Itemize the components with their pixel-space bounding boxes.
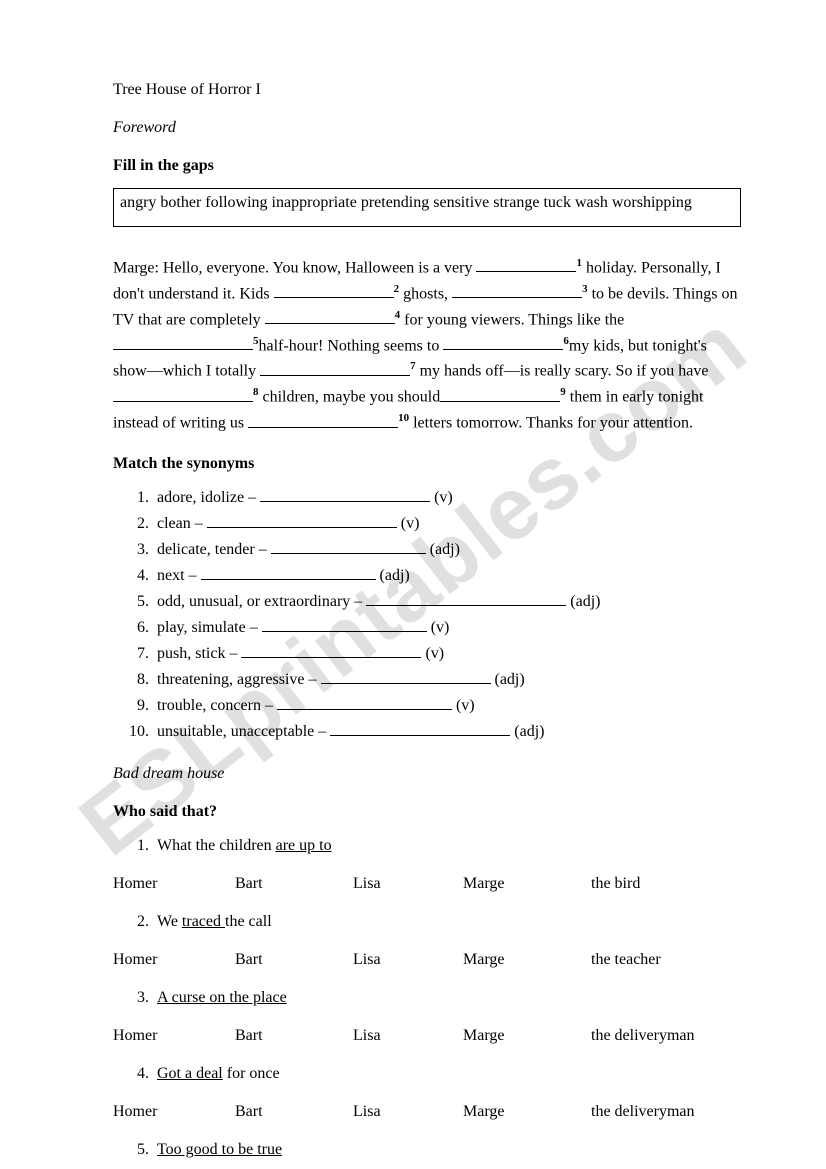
synonym-item: trouble, concern – (v) [153, 694, 741, 718]
gap-number: 1 [576, 257, 582, 269]
bad-dream-subhead: Bad dream house [113, 762, 741, 786]
answer-option[interactable]: Homer [113, 948, 235, 972]
gap-blank[interactable] [248, 412, 398, 428]
answer-option[interactable]: Lisa [353, 1100, 463, 1124]
fill-gaps-head: Fill in the gaps [113, 154, 741, 178]
gap-number: 4 [395, 309, 401, 321]
answer-option[interactable]: the bird [591, 872, 640, 896]
gap-number: 6 [563, 335, 569, 347]
gap-blank[interactable] [476, 256, 576, 272]
gap-number: 7 [410, 360, 416, 372]
gap-blank[interactable] [274, 282, 394, 298]
synonym-blank[interactable] [207, 512, 397, 528]
question-underline: A curse on the place [157, 989, 287, 1006]
synonym-item: odd, unusual, or extraordinary – (adj) [153, 590, 741, 614]
synonym-list: adore, idolize – (v)clean – (v)delicate,… [113, 486, 741, 744]
answer-option[interactable]: the deliveryman [591, 1024, 695, 1048]
gap-number: 9 [560, 386, 566, 398]
gap-passage: Marge: Hello, everyone. You know, Hallow… [113, 255, 741, 436]
question-underline: traced [182, 913, 225, 930]
question-item: Got a deal for once [153, 1062, 741, 1086]
synonym-blank[interactable] [271, 538, 426, 554]
answer-option[interactable]: Homer [113, 1100, 235, 1124]
answer-option[interactable]: Marge [463, 1024, 591, 1048]
answer-option[interactable]: Marge [463, 1100, 591, 1124]
synonym-item: unsuitable, unacceptable – (adj) [153, 720, 741, 744]
gap-blank[interactable] [452, 282, 582, 298]
question-underline: Got a deal [157, 1065, 223, 1082]
answer-option[interactable]: Lisa [353, 948, 463, 972]
synonym-blank[interactable] [277, 694, 452, 710]
answer-option[interactable]: Marge [463, 872, 591, 896]
synonym-blank[interactable] [241, 642, 421, 658]
gap-blank[interactable] [113, 334, 253, 350]
gap-number: 2 [394, 283, 400, 295]
synonym-item: play, simulate – (v) [153, 616, 741, 640]
synonym-blank[interactable] [201, 564, 376, 580]
gap-number: 10 [398, 412, 409, 424]
question-block: What the children are up toHomerBartLisa… [113, 834, 741, 1162]
gap-blank[interactable] [440, 386, 560, 402]
question-item: A curse on the place [153, 986, 741, 1010]
synonym-blank[interactable] [262, 616, 427, 632]
answer-choices: HomerBartLisaMargethe bird [113, 872, 741, 896]
answer-option[interactable]: Homer [113, 872, 235, 896]
gap-number: 3 [582, 283, 588, 295]
synonym-blank[interactable] [321, 668, 491, 684]
synonym-item: threatening, aggressive – (adj) [153, 668, 741, 692]
gap-blank[interactable] [113, 386, 253, 402]
answer-option[interactable]: Marge [463, 948, 591, 972]
answer-option[interactable]: Homer [113, 1024, 235, 1048]
synonym-blank[interactable] [366, 590, 566, 606]
foreword-label: Foreword [113, 116, 741, 140]
question-item: We traced the call [153, 910, 741, 934]
answer-option[interactable]: Bart [235, 1024, 353, 1048]
answer-option[interactable]: Bart [235, 1100, 353, 1124]
answer-option[interactable]: the deliveryman [591, 1100, 695, 1124]
answer-option[interactable]: Bart [235, 948, 353, 972]
gap-number: 5 [253, 335, 259, 347]
question-underline: are up to [276, 837, 332, 854]
synonym-blank[interactable] [330, 720, 510, 736]
question-item: What the children are up to [153, 834, 741, 858]
synonym-blank[interactable] [260, 486, 430, 502]
answer-option[interactable]: Lisa [353, 872, 463, 896]
doc-title: Tree House of Horror I [113, 78, 741, 102]
synonym-item: adore, idolize – (v) [153, 486, 741, 510]
synonym-item: delicate, tender – (adj) [153, 538, 741, 562]
synonym-item: next – (adj) [153, 564, 741, 588]
answer-choices: HomerBartLisaMargethe deliveryman [113, 1100, 741, 1124]
who-said-head: Who said that? [113, 800, 741, 824]
gap-blank[interactable] [260, 360, 410, 376]
answer-option[interactable]: Lisa [353, 1024, 463, 1048]
question-underline: Too good to be true [157, 1141, 282, 1158]
synonym-item: clean – (v) [153, 512, 741, 536]
answer-choices: HomerBartLisaMargethe deliveryman [113, 1024, 741, 1048]
question-item: Too good to be true [153, 1138, 741, 1162]
word-bank: angry bother following inappropriate pre… [113, 188, 741, 227]
gap-blank[interactable] [443, 334, 563, 350]
answer-option[interactable]: Bart [235, 872, 353, 896]
answer-choices: HomerBartLisaMargethe teacher [113, 948, 741, 972]
match-synonyms-head: Match the synonyms [113, 452, 741, 476]
gap-number: 8 [253, 386, 259, 398]
synonym-item: push, stick – (v) [153, 642, 741, 666]
gap-blank[interactable] [265, 308, 395, 324]
answer-option[interactable]: the teacher [591, 948, 661, 972]
